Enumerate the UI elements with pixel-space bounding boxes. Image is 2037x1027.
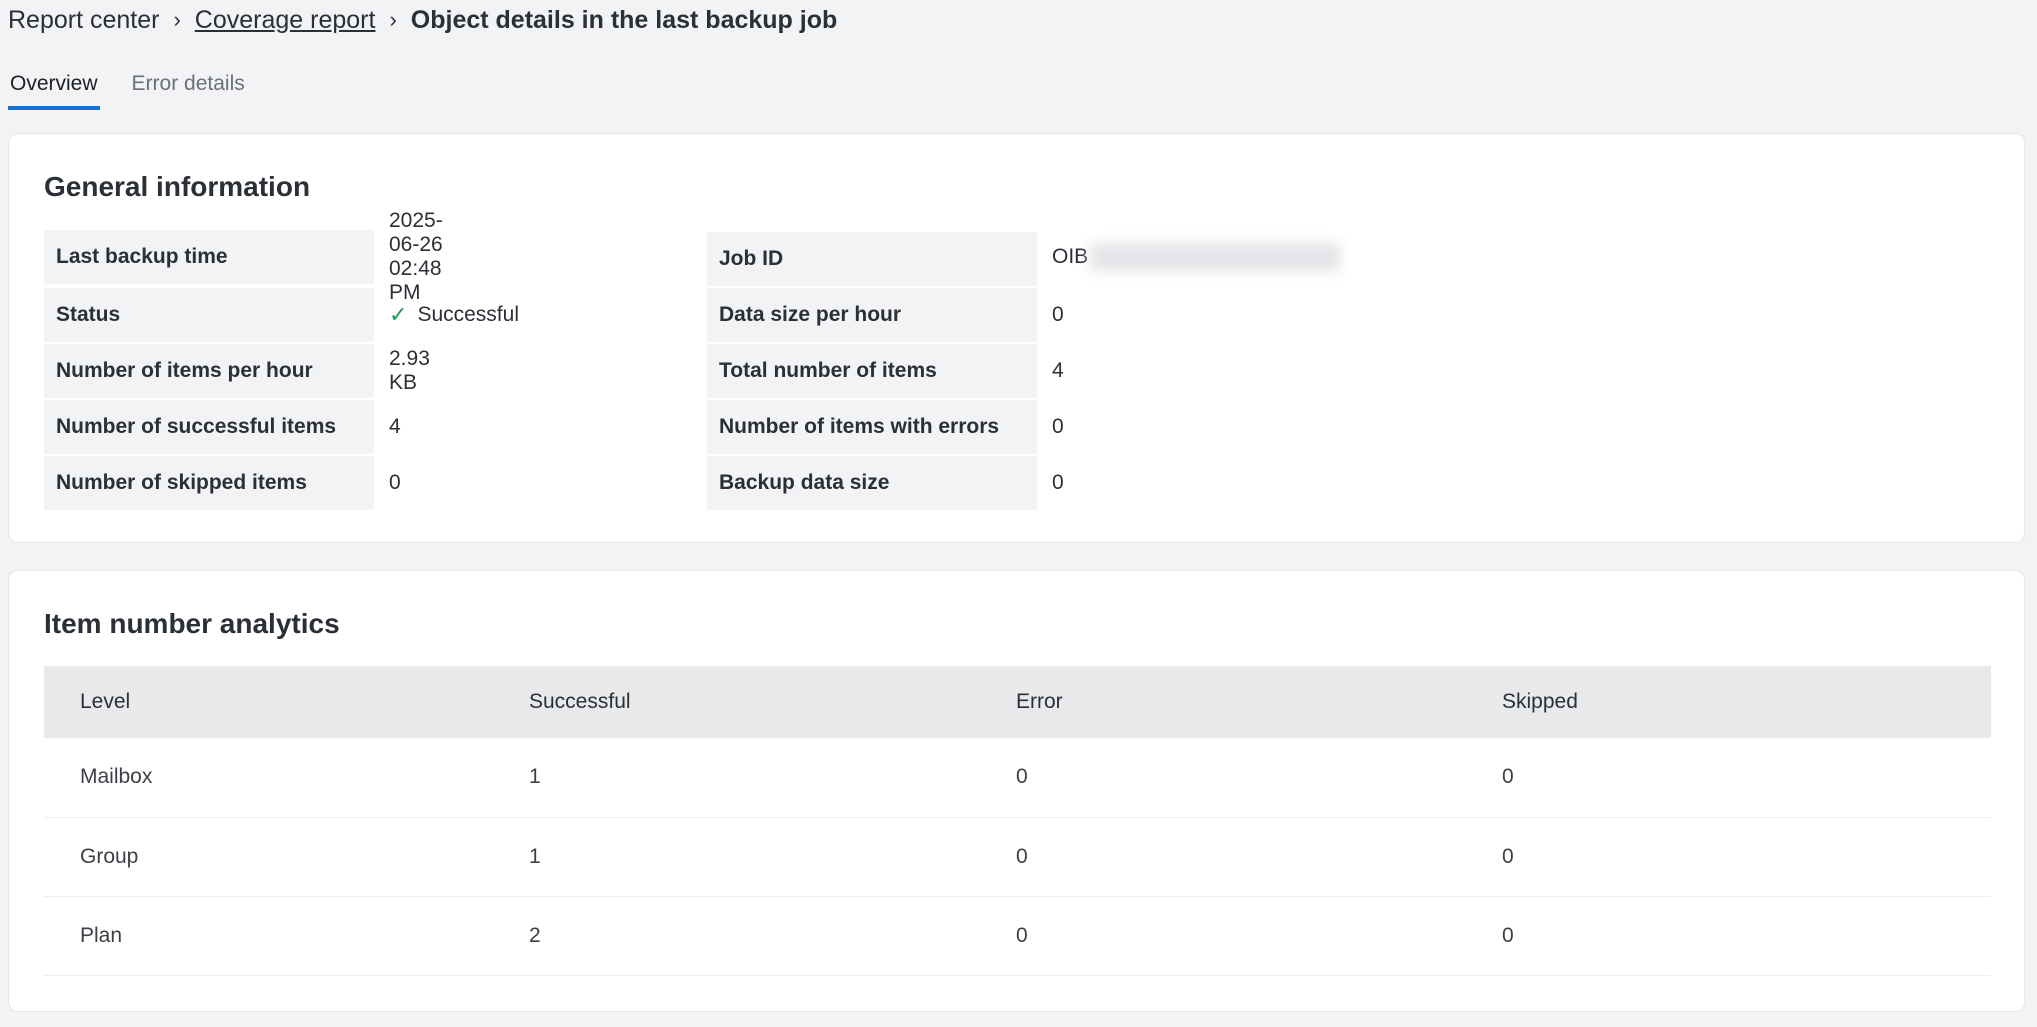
tab-error-details[interactable]: Error details [131,72,245,95]
field-value-text: 2.93 KB [389,347,430,394]
field-value: 0 [1052,400,1064,454]
section-title: General information [44,171,311,202]
field-value: 0 [389,456,401,510]
field-label: Total number of items [707,344,1037,398]
table-cell: Mailbox [44,738,529,818]
field-label: Number of items with errors [707,400,1037,454]
table-cell: 0 [1502,738,1991,818]
table-cell: 1 [529,817,1016,897]
analytics-table: Level Successful Error Skipped Mailbox 1 0 0 Gr… [44,666,1991,976]
breadcrumb-coverage-report[interactable]: Coverage report [194,5,376,34]
page-title: Object details in the last backup job [410,5,838,34]
column-header: Level [44,666,529,738]
chevron-right-icon: › [173,7,181,32]
field-value: OIB [1052,230,1341,284]
field-value-text: Successful [417,303,519,326]
column-header: Skipped [1502,666,1991,738]
check-icon: ✓ [389,302,408,327]
column-header: Successful [529,666,1016,738]
field-value-text: 4 [1052,359,1064,382]
field-label: Number of items per hour [44,344,374,398]
table-cell: 1 [529,738,1016,818]
field-value-text: 2025-06-26 02:48 PM [389,209,443,304]
field-value: 0 [1052,288,1064,342]
breadcrumb-report-center[interactable]: Report center [8,5,160,34]
table-cell: 0 [1016,896,1502,976]
table-cell: 2 [529,896,1016,976]
column-header: Error [1016,666,1502,738]
table-cell: Group [44,817,529,897]
field-value: 4 [389,400,401,454]
table-cell: 0 [1016,817,1502,897]
table-cell: 0 [1016,738,1502,818]
chevron-right-icon: › [389,7,397,32]
table-row: Group 1 0 0 [44,817,1991,897]
field-label: Status [44,288,374,342]
tab-overview[interactable]: Overview [8,68,100,110]
field-value: 2025-06-26 02:48 PM [389,209,443,304]
field-label: Number of successful items [44,400,374,454]
breadcrumb: Report center › Coverage report › Object… [8,2,837,38]
field-value: ✓ Successful [389,288,519,342]
table-row: Plan 2 0 0 [44,896,1991,976]
field-label: Number of skipped items [44,456,374,510]
field-value-text: 0 [1052,415,1064,438]
tab-bar: Overview Error details [8,68,247,110]
table-cell: Plan [44,896,529,976]
field-label: Data size per hour [707,288,1037,342]
field-value: 2.93 KB [389,344,430,398]
field-value-text: 4 [389,415,401,438]
field-value: 0 [1052,456,1064,510]
field-value: 4 [1052,344,1064,398]
field-value-text: 0 [389,471,401,494]
redacted-value [1090,243,1341,271]
field-label: Backup data size [707,456,1037,510]
section-title: Item number analytics [44,608,340,639]
item-number-analytics-card: Item number analytics Level Successful Err… [8,570,2025,1012]
field-value-text: OIB [1052,245,1089,268]
field-value-text: 0 [1052,303,1064,326]
field-label: Job ID [707,232,1037,286]
general-information-card: General information Last backup time 2025… [8,133,2025,543]
table-row: Mailbox 1 0 0 [44,738,1991,818]
table-cell: 0 [1502,896,1991,976]
field-label: Last backup time [44,230,374,284]
table-cell: 0 [1502,817,1991,897]
field-value-text: 0 [1052,471,1064,494]
